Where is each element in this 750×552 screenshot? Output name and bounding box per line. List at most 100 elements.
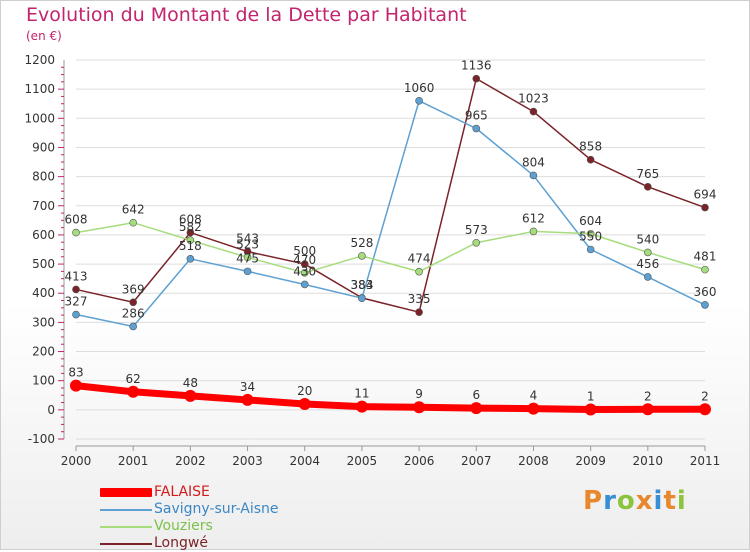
data-label-vouziers: 642 [122, 203, 145, 217]
data-point-savigny-sur-aisne [72, 310, 80, 319]
data-point-vouziers [72, 228, 80, 237]
data-point-savigny-sur-aisne [701, 301, 709, 309]
data-label-vouziers: 582 [179, 220, 202, 234]
data-label-longw-: 1136 [461, 59, 492, 73]
legend-item: Savigny-sur-Aisne [100, 501, 360, 518]
data-point-savigny-sur-aisne [186, 255, 195, 263]
data-label-vouziers: 474 [408, 252, 431, 266]
data-label-vouziers: 481 [694, 250, 717, 264]
y-tick-label: 900 [32, 140, 55, 154]
data-point-falaise [641, 403, 654, 416]
data-point-longw- [472, 74, 481, 83]
y-tick-label: 200 [32, 345, 55, 359]
data-label-savigny-sur-aisne: 360 [694, 285, 717, 299]
legend-item: FALAISE [100, 484, 360, 501]
data-point-falaise [355, 400, 368, 413]
data-label-longw-: 413 [65, 269, 88, 283]
data-point-vouziers [529, 227, 538, 236]
y-tick-label: 0 [47, 403, 55, 417]
logo-letter: i [653, 486, 664, 516]
x-tick-label: 2009 [575, 454, 606, 468]
x-tick-label: 2007 [461, 454, 492, 468]
data-label-savigny-sur-aisne: 430 [293, 264, 316, 278]
data-point-longw- [529, 107, 538, 116]
data-label-longw-: 765 [636, 167, 659, 181]
data-label-falaise: 34 [240, 380, 255, 394]
line-chart: -100 0 100 200 300 400 500 600 700 800 900 1000 1100… [24, 53, 721, 468]
y-tick-label: 1200 [24, 53, 55, 67]
data-label-vouziers: 540 [636, 232, 659, 246]
logo-letter: o [616, 486, 636, 516]
data-label-falaise: 2 [701, 389, 709, 403]
logo-letter: r [603, 486, 617, 516]
x-tick-label: 2011 [690, 454, 721, 468]
legend-label: FALAISE [154, 484, 210, 500]
data-point-savigny-sur-aisne [472, 124, 481, 133]
data-point-longw- [186, 228, 195, 237]
y-tick-label: 800 [32, 170, 55, 184]
series-line-longw- [75, 77, 706, 313]
data-point-longw- [300, 260, 309, 268]
data-label-falaise: 62 [126, 372, 141, 386]
legend-swatch [100, 488, 152, 497]
data-label-falaise: 4 [530, 389, 538, 403]
data-label-vouziers: 573 [465, 223, 488, 237]
legend-swatch [100, 543, 152, 545]
data-point-longw- [644, 183, 652, 191]
legend-swatch [100, 526, 152, 528]
y-tick-label: 400 [32, 286, 55, 300]
x-tick-label: 2004 [289, 454, 320, 468]
data-point-vouziers [243, 253, 252, 262]
data-label-savigny-sur-aisne: 965 [465, 109, 488, 123]
data-label-falaise: 20 [297, 384, 312, 398]
series-line-savigny-sur-aisne [75, 100, 706, 328]
data-point-falaise [298, 398, 311, 411]
legend-item: Longwé [100, 535, 360, 552]
data-label-longw-: 1023 [518, 92, 549, 106]
data-point-longw- [129, 298, 137, 307]
x-tick-label: 2002 [175, 454, 206, 468]
data-point-vouziers [186, 236, 195, 244]
data-point-falaise [584, 403, 597, 416]
data-label-savigny-sur-aisne: 475 [236, 251, 259, 265]
data-point-savigny-sur-aisne [300, 280, 309, 289]
y-tick-label: -100 [28, 432, 55, 446]
x-tick-label: 2008 [518, 454, 549, 468]
legend: FALAISE Savigny-sur-Aisne Vouziers Longwé [100, 484, 360, 552]
logo-letter: i [676, 486, 687, 516]
data-point-vouziers [358, 252, 366, 260]
chart-subtitle: (en €) [26, 29, 62, 43]
data-point-vouziers [129, 218, 137, 227]
data-label-savigny-sur-aisne: 550 [579, 230, 602, 244]
y-tick-label: 600 [32, 228, 55, 242]
data-point-vouziers [644, 248, 652, 257]
data-label-falaise: 83 [68, 366, 83, 380]
data-label-falaise: 48 [183, 376, 198, 390]
legend-item: Vouziers [100, 518, 360, 535]
data-label-vouziers: 523 [236, 237, 259, 251]
data-label-longw-: 694 [694, 188, 717, 202]
y-tick-label: 500 [32, 257, 55, 271]
data-label-savigny-sur-aisne: 456 [636, 257, 659, 271]
data-label-longw-: 369 [122, 282, 145, 296]
data-label-longw-: 608 [179, 213, 202, 227]
data-label-savigny-sur-aisne: 327 [65, 295, 88, 309]
data-point-savigny-sur-aisne [586, 245, 595, 254]
data-label-falaise: 2 [644, 389, 652, 403]
x-tick-label: 2010 [633, 454, 664, 468]
data-label-vouziers: 528 [350, 236, 373, 250]
data-label-falaise: 11 [354, 387, 369, 401]
data-point-savigny-sur-aisne [358, 294, 366, 302]
data-point-longw- [701, 203, 709, 212]
data-point-vouziers [415, 267, 423, 276]
data-label-falaise: 9 [415, 387, 423, 401]
data-point-vouziers [586, 229, 595, 238]
data-point-longw- [72, 285, 80, 294]
legend-label: Longwé [154, 535, 208, 551]
data-point-vouziers [472, 238, 481, 247]
y-tick-label: 100 [32, 374, 55, 388]
x-tick-label: 2000 [61, 454, 92, 468]
x-tick-label: 2006 [404, 454, 435, 468]
logo-letter: x [635, 486, 654, 516]
x-tick-label: 2003 [232, 454, 263, 468]
